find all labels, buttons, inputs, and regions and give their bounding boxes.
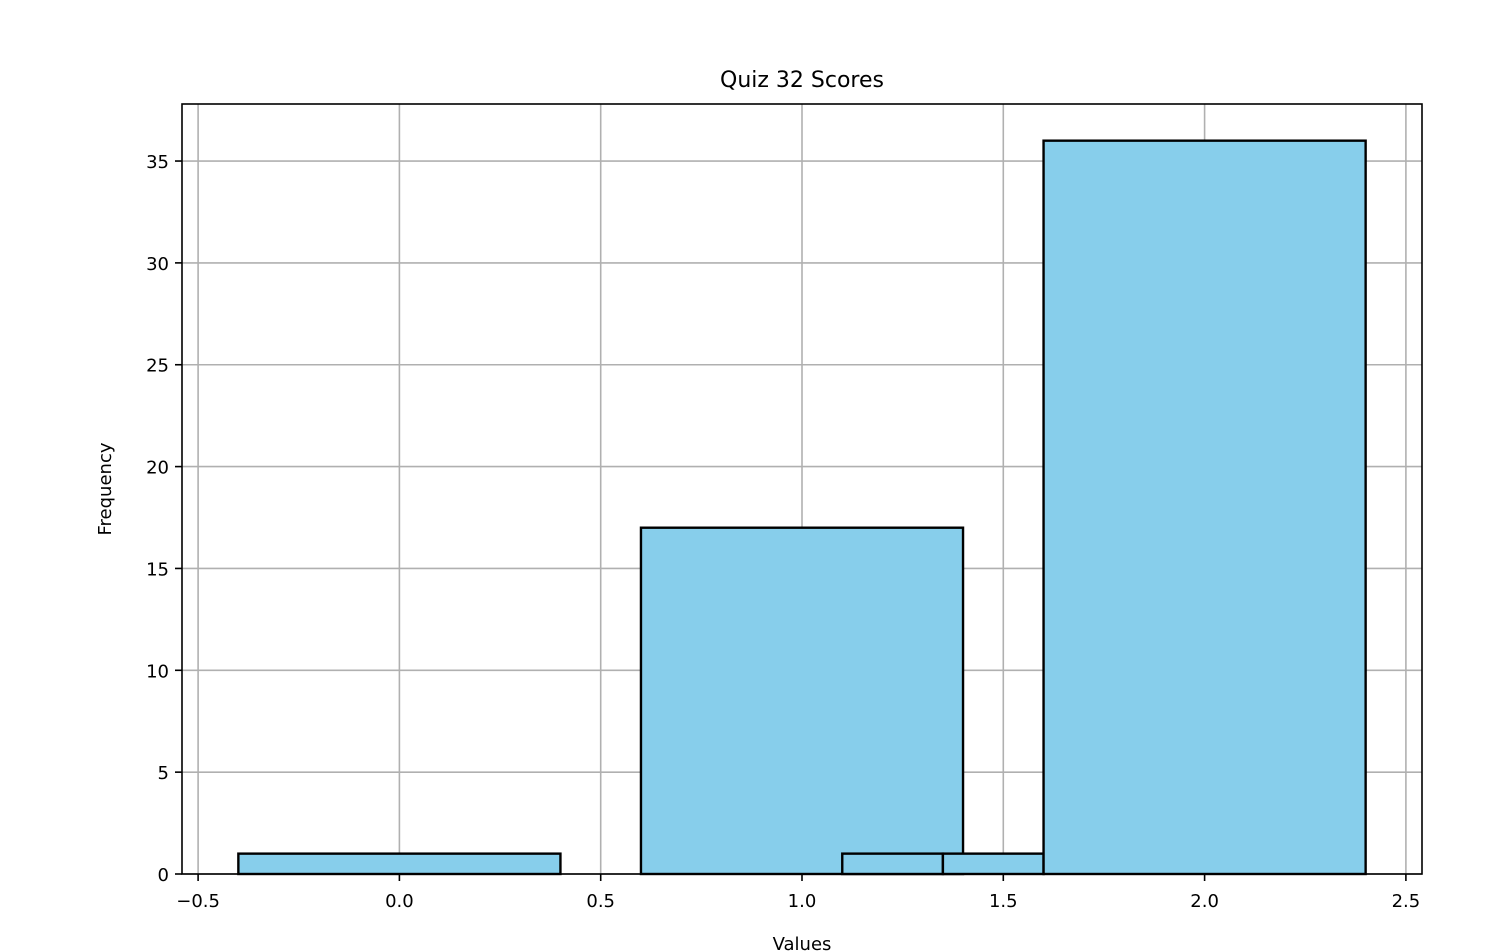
- x-tick-label-4: 1.5: [989, 891, 1018, 912]
- y-tick-label-5: 25: [146, 356, 169, 377]
- histogram-bars: [237, 139, 1367, 876]
- histogram-bar-1: [639, 526, 965, 876]
- x-tick-label-1: 0.0: [385, 891, 414, 912]
- y-tick-label-3: 15: [146, 559, 169, 580]
- y-axis-label: Frequency: [95, 442, 116, 535]
- x-tick-label-3: 1.0: [788, 891, 817, 912]
- chart-title: Quiz 32 Scores: [720, 68, 884, 93]
- histogram-bar-4: [1042, 139, 1367, 876]
- y-tick-label-4: 20: [146, 458, 169, 479]
- x-tick-label-0: −0.5: [176, 891, 220, 912]
- y-tick-label-1: 5: [158, 763, 169, 784]
- x-tick-label-6: 2.5: [1392, 891, 1421, 912]
- axis-ticks: −0.5 0.0 0.5 1.0 1.5 2.0 2.5 0 5 10 15 20 25 30 35: [146, 152, 1420, 912]
- histogram-bar-2: [841, 852, 945, 876]
- x-axis-label: Values: [773, 934, 832, 952]
- histogram-bar-0: [237, 852, 562, 876]
- y-tick-label-6: 30: [146, 254, 169, 275]
- y-tick-label-7: 35: [146, 152, 169, 173]
- y-tick-label-0: 0: [158, 865, 169, 886]
- histogram-bar-3: [941, 852, 1045, 876]
- y-tick-label-2: 10: [146, 661, 169, 682]
- x-tick-label-5: 2.0: [1190, 891, 1219, 912]
- x-tick-label-2: 0.5: [586, 891, 615, 912]
